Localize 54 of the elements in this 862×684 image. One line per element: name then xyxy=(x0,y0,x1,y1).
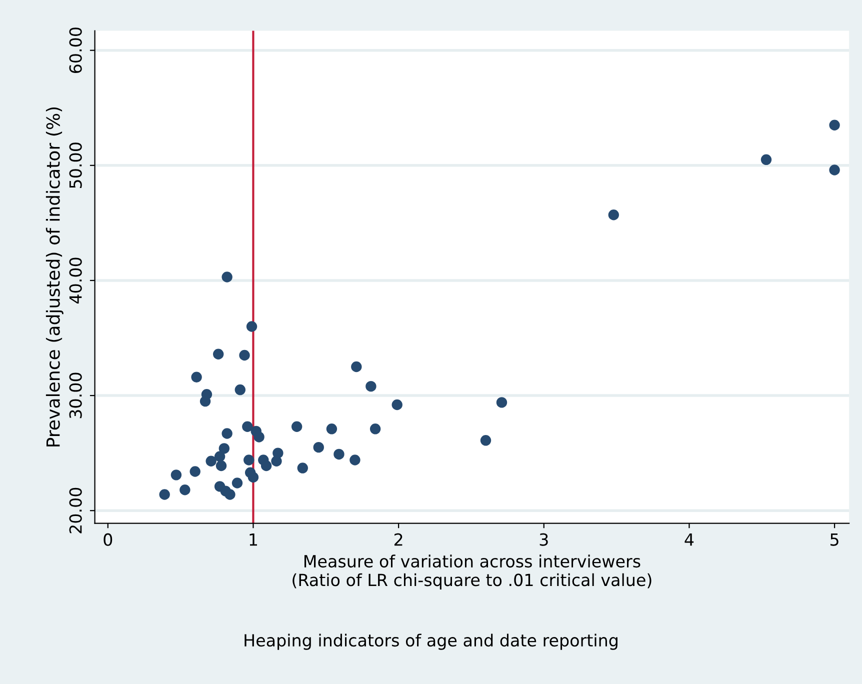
point xyxy=(366,380,376,392)
point xyxy=(218,443,230,454)
point xyxy=(200,396,211,407)
point xyxy=(370,424,381,434)
point xyxy=(232,478,243,488)
point xyxy=(244,454,254,466)
point xyxy=(246,321,258,332)
point xyxy=(760,154,772,166)
point xyxy=(159,489,170,500)
point xyxy=(248,472,259,483)
point xyxy=(313,442,324,453)
point xyxy=(260,460,272,472)
point xyxy=(326,424,338,434)
point xyxy=(271,456,282,466)
point xyxy=(239,350,250,361)
point xyxy=(254,432,264,442)
point xyxy=(829,164,840,176)
y-tick-label: 60.00 xyxy=(69,28,82,74)
point xyxy=(222,272,232,282)
point xyxy=(350,454,360,466)
point xyxy=(206,456,216,466)
point xyxy=(170,470,182,480)
point xyxy=(222,428,232,439)
point xyxy=(392,399,402,410)
point xyxy=(297,462,308,474)
point xyxy=(234,384,246,396)
point xyxy=(496,397,508,408)
point xyxy=(291,421,302,432)
point xyxy=(608,210,619,220)
x-axis-title: Measure of variation across interviewers (Ratio of LR chi-square to .01 critical value) xyxy=(292,554,652,590)
point xyxy=(214,451,226,462)
y-tick-label: 30.00 xyxy=(69,372,82,418)
y-tick-label: 20.00 xyxy=(69,488,82,534)
y-tick-label: 50.00 xyxy=(69,142,82,188)
point xyxy=(224,489,236,500)
point xyxy=(216,460,227,472)
x-tick-label: 5 xyxy=(830,533,838,546)
x-tick-label: 2 xyxy=(394,533,402,546)
x-tick-label: 0 xyxy=(104,533,112,546)
point xyxy=(480,435,492,446)
text: Heaping indicators of age and date reporting xyxy=(244,634,618,650)
x-tick-label: 1 xyxy=(250,533,257,546)
point xyxy=(242,421,253,432)
point xyxy=(351,361,362,372)
point xyxy=(191,372,202,382)
point xyxy=(190,466,200,477)
point xyxy=(180,484,190,496)
point xyxy=(829,120,840,130)
x-tick-label: 4 xyxy=(684,533,694,546)
x-tick-label: 3 xyxy=(540,533,548,546)
y-tick-label: 40.00 xyxy=(69,258,82,304)
point xyxy=(334,448,344,460)
y-axis-title: Prevalence (adjusted) of indicator (%) xyxy=(46,107,64,446)
point xyxy=(212,348,224,360)
